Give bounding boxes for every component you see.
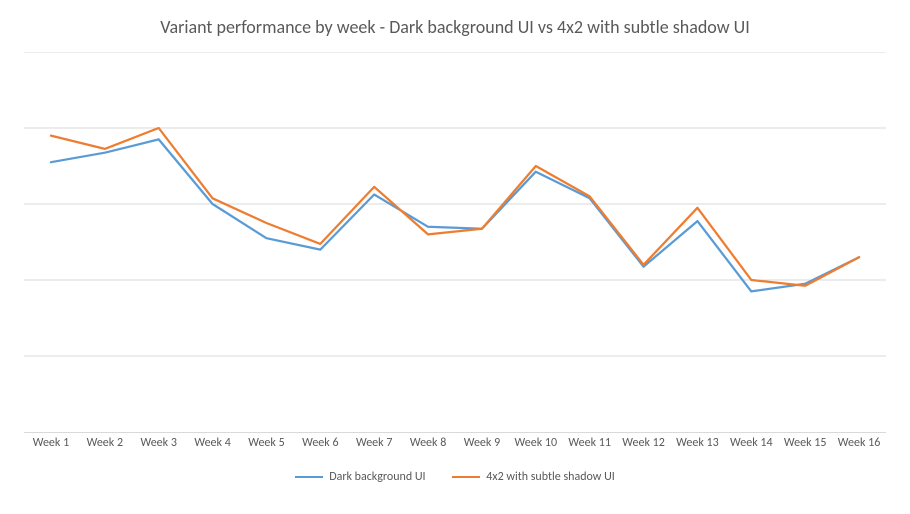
x-axis-label: Week 14 bbox=[724, 436, 778, 456]
x-axis-label: Week 5 bbox=[240, 436, 294, 456]
legend-item-series-1: Dark background UI bbox=[295, 470, 425, 484]
x-axis-label: Week 2 bbox=[78, 436, 132, 456]
x-axis-label: Week 16 bbox=[832, 436, 886, 456]
plot-area bbox=[24, 52, 886, 433]
legend-swatch-2 bbox=[452, 476, 480, 478]
legend-item-series-2: 4x2 with subtle shadow UI bbox=[452, 470, 615, 484]
x-axis-label: Week 7 bbox=[347, 436, 401, 456]
x-axis-label: Week 8 bbox=[401, 436, 455, 456]
x-axis-label: Week 3 bbox=[132, 436, 186, 456]
series-group bbox=[51, 128, 859, 291]
x-axis-label: Week 13 bbox=[671, 436, 725, 456]
chart-title: Variant performance by week - Dark backg… bbox=[0, 16, 910, 38]
x-axis-labels: Week 1Week 2Week 3Week 4Week 5Week 6Week… bbox=[24, 436, 886, 456]
gridlines bbox=[24, 52, 886, 356]
x-axis-label: Week 4 bbox=[186, 436, 240, 456]
series-line-2 bbox=[51, 128, 859, 286]
chart-svg bbox=[24, 52, 886, 432]
x-axis-label: Week 12 bbox=[617, 436, 671, 456]
legend-label-1: Dark background UI bbox=[329, 470, 425, 484]
chart-container: Variant performance by week - Dark backg… bbox=[0, 0, 910, 514]
series-line-1 bbox=[51, 139, 859, 291]
legend: Dark background UI 4x2 with subtle shado… bbox=[0, 468, 910, 484]
x-axis-label: Week 6 bbox=[293, 436, 347, 456]
legend-swatch-1 bbox=[295, 476, 323, 478]
legend-label-2: 4x2 with subtle shadow UI bbox=[486, 470, 615, 484]
x-axis-label: Week 9 bbox=[455, 436, 509, 456]
x-axis-label: Week 15 bbox=[778, 436, 832, 456]
x-axis-label: Week 1 bbox=[24, 436, 78, 456]
x-axis-label: Week 10 bbox=[509, 436, 563, 456]
x-axis-label: Week 11 bbox=[563, 436, 617, 456]
